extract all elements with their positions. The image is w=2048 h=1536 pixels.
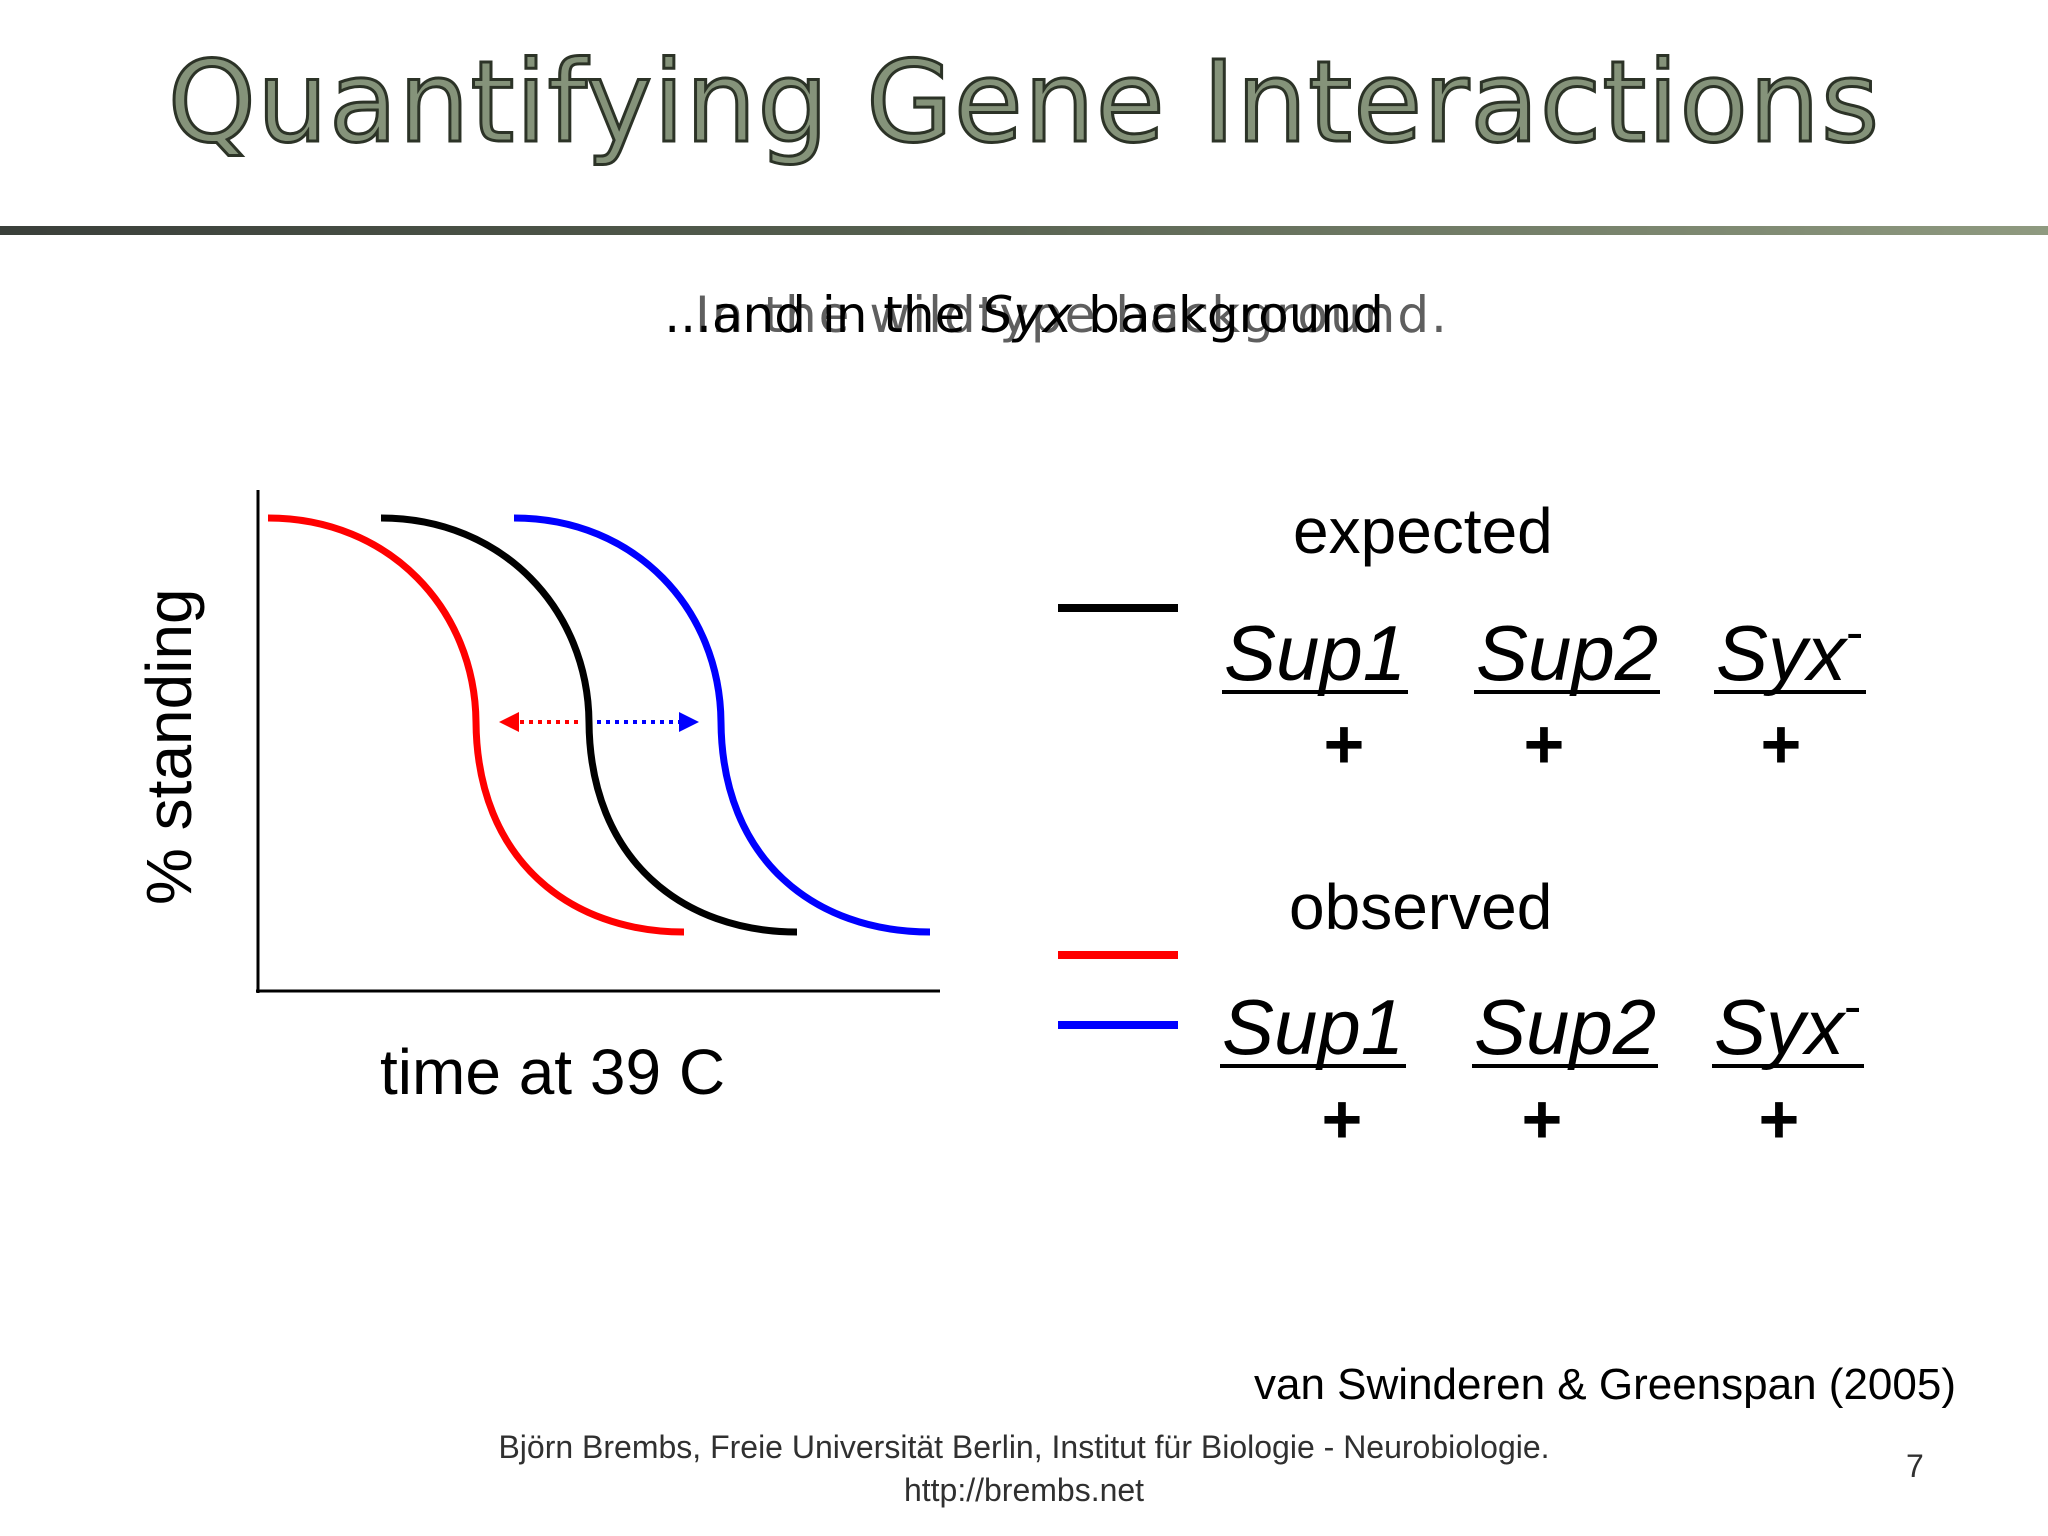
observed-fraction-bar-3 — [1712, 1064, 1864, 1068]
curve-black — [380, 514, 798, 936]
legend-expected-title: expected — [1293, 495, 1553, 567]
expected-fraction-bar-1 — [1222, 690, 1408, 694]
subtitle-post: background — [1072, 286, 1384, 344]
curve-red — [267, 514, 685, 936]
observed-gene-syx-label: Syx — [1714, 983, 1845, 1071]
x-axis-label: time at 39 C — [380, 1036, 726, 1108]
curve-blue — [513, 514, 931, 936]
observed-plus-2: + — [1521, 1080, 1563, 1158]
footer-url: http://brembs.net — [903, 1472, 1145, 1508]
observed-gene-sup2: Sup2 — [1474, 983, 1657, 1071]
expected-plus-2: + — [1523, 705, 1565, 783]
expected-gene-syx: Syx- — [1716, 607, 1863, 699]
page-number: 7 — [1906, 1448, 1924, 1484]
footer-author-line: Björn Brembs, Freie Universität Berlin, … — [498, 1429, 1550, 1465]
subtitle-fading-text: In the wildtype background. — [695, 286, 1449, 344]
slide-footer: Björn Brembs, Freie Universität Berlin, … — [0, 1426, 2048, 1512]
expected-gene-syx-superscript: - — [1846, 604, 1864, 662]
y-axis-label: % standing — [133, 588, 205, 905]
legend-observed-swatch-red — [1058, 951, 1178, 959]
observed-fraction-bar-1 — [1220, 1064, 1406, 1068]
expected-plus-1: + — [1323, 705, 1365, 783]
legend-observed-title: observed — [1289, 871, 1553, 943]
legend-expected-swatch — [1058, 604, 1178, 612]
subtitle-pre: ...and in the — [664, 286, 982, 344]
legend-observed-swatch-blue — [1058, 1021, 1178, 1029]
citation: van Swinderen & Greenspan (2005) — [1254, 1360, 1956, 1409]
subtitle-text: ...and in the Syx background — [0, 280, 2048, 350]
expected-fraction-bar-2 — [1474, 690, 1660, 694]
slide-title: Quantifying Gene Interactions — [166, 37, 1881, 170]
expected-gene-syx-label: Syx — [1716, 609, 1847, 697]
observed-fraction-bar-2 — [1472, 1064, 1658, 1068]
expected-gene-sup1: Sup1 — [1224, 609, 1407, 697]
title-divider — [0, 226, 2048, 235]
expected-gene-sup2: Sup2 — [1476, 609, 1659, 697]
observed-plus-3: + — [1758, 1080, 1800, 1158]
observed-gene-syx-superscript: - — [1844, 978, 1862, 1036]
expected-plus-3: + — [1760, 705, 1802, 783]
observed-plus-1: + — [1321, 1080, 1363, 1158]
observed-gene-sup1: Sup1 — [1222, 983, 1405, 1071]
subtitle-overlay: In the wildtype background. ...and in th… — [0, 280, 2048, 360]
observed-gene-syx: Syx- — [1714, 981, 1861, 1073]
expected-fraction-bar-3 — [1714, 690, 1866, 694]
subtitle-gene: Syx — [981, 286, 1073, 344]
